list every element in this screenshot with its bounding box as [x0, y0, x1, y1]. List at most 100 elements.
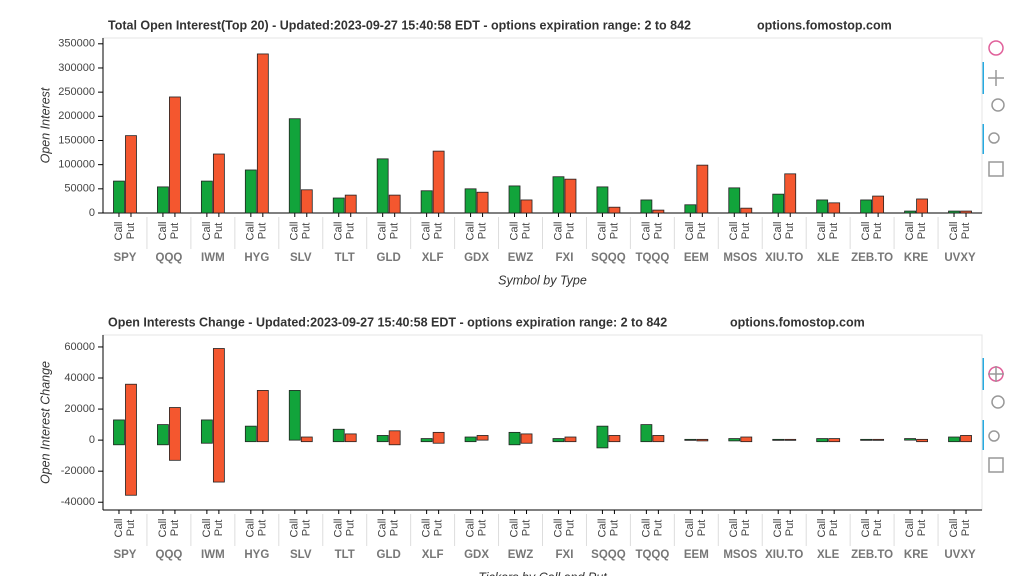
x-subcategory-label: Call [508, 222, 520, 241]
x-subcategory-label: Put [125, 223, 137, 240]
zoom-tool[interactable] [991, 395, 1005, 409]
y-tick-label: 300000 [58, 62, 95, 74]
x-subcategory-label: Call [772, 222, 784, 241]
x-subcategory-label: Call [640, 519, 652, 538]
save-tool[interactable] [988, 457, 1004, 473]
bar [904, 210, 916, 214]
bar [244, 425, 257, 443]
bar [388, 430, 401, 446]
bar [816, 199, 829, 214]
x-subcategory-label: Put [740, 520, 752, 537]
x-subcategory-label: Put [784, 223, 796, 240]
x-subcategory-label: Put [257, 223, 269, 240]
chart-title: Open Interests Change - Updated:2023-09-… [108, 315, 667, 329]
bar [916, 198, 928, 214]
x-subcategory-label: Call [816, 519, 828, 538]
bokeh-logo[interactable] [988, 40, 1004, 56]
x-category-label: TLT [335, 549, 355, 561]
x-category-label: XLE [817, 252, 840, 264]
bar [564, 178, 577, 214]
bar [288, 118, 301, 214]
bar [948, 210, 960, 214]
x-category-label: TQQQ [635, 252, 669, 264]
y-tick-label: 200000 [58, 110, 95, 122]
y-tick-label: 50000 [64, 183, 95, 195]
y-axis-label: Open Interest Change [38, 361, 52, 484]
x-subcategory-label: Call [860, 519, 872, 538]
x-category-label: XLF [422, 252, 444, 264]
bar [872, 195, 885, 214]
bar [652, 209, 665, 214]
x-category-label: SQQQ [591, 252, 626, 264]
y-tick-label: -20000 [61, 465, 95, 477]
reset-tool[interactable] [988, 430, 1000, 442]
x-category-label: UVXY [944, 549, 976, 561]
bar [332, 197, 345, 214]
x-category-label: IWM [201, 252, 225, 264]
x-category-label: ZEB.TO [851, 549, 893, 561]
save-tool[interactable] [988, 161, 1004, 177]
x-category-label: SPY [113, 549, 136, 561]
y-tick-label: 60000 [64, 341, 95, 353]
y-tick-label: 0 [89, 207, 95, 219]
bar [828, 202, 841, 214]
bar [552, 176, 565, 214]
x-subcategory-label: Call [157, 519, 169, 538]
x-subcategory-label: Put [960, 223, 972, 240]
x-subcategory-label: Put [564, 223, 576, 240]
bar [828, 438, 841, 443]
x-subcategory-label: Put [125, 520, 137, 537]
x-category-label: MSOS [723, 252, 757, 264]
pan-tool[interactable] [988, 70, 1004, 86]
x-subcategory-label: Put [476, 223, 488, 240]
x-subcategory-label: Put [433, 223, 445, 240]
x-subcategory-label: Call [377, 222, 389, 241]
x-subcategory-label: Call [289, 519, 301, 538]
x-subcategory-label: Call [684, 222, 696, 241]
x-category-label: GLD [377, 252, 401, 264]
bar [300, 436, 313, 443]
x-category-label: FXI [556, 252, 574, 264]
toolbar [982, 40, 1005, 473]
x-category-label: HYG [244, 549, 269, 561]
bar [728, 438, 741, 442]
x-subcategory-label: Put [520, 223, 532, 240]
zoom-tool[interactable] [991, 98, 1005, 112]
x-category-label: TQQQ [635, 549, 669, 561]
x-subcategory-label: Call [289, 222, 301, 241]
x-subcategory-label: Put [213, 520, 225, 537]
x-category-label: XIU.TO [765, 549, 803, 561]
x-subcategory-label: Call [201, 519, 213, 538]
bar [564, 436, 577, 443]
bar [552, 438, 565, 443]
pan-tool[interactable] [988, 366, 1004, 382]
bar [772, 193, 785, 214]
x-category-label: HYG [244, 252, 269, 264]
bar [376, 158, 389, 214]
bar [784, 173, 797, 214]
x-subcategory-label: Put [301, 520, 313, 537]
bar [212, 348, 225, 483]
x-category-label: FXI [556, 549, 574, 561]
chart-site: options.fomostop.com [730, 315, 865, 329]
bar [520, 433, 533, 444]
x-subcategory-label: Call [245, 222, 257, 241]
bar [344, 433, 357, 443]
x-category-label: UVXY [944, 252, 976, 264]
bar [904, 438, 916, 441]
x-subcategory-label: Call [728, 519, 740, 538]
reset-tool[interactable] [988, 132, 1000, 144]
x-subcategory-label: Call [201, 222, 213, 241]
bar [169, 96, 181, 214]
x-subcategory-label: Call [772, 519, 784, 538]
bar [608, 206, 621, 214]
x-subcategory-label: Put [389, 520, 401, 537]
x-category-label: EEM [684, 549, 709, 561]
bar [948, 436, 960, 443]
bar [332, 428, 345, 443]
bar [508, 431, 521, 446]
x-subcategory-label: Put [608, 520, 620, 537]
bar [784, 438, 797, 441]
bar [652, 435, 665, 443]
